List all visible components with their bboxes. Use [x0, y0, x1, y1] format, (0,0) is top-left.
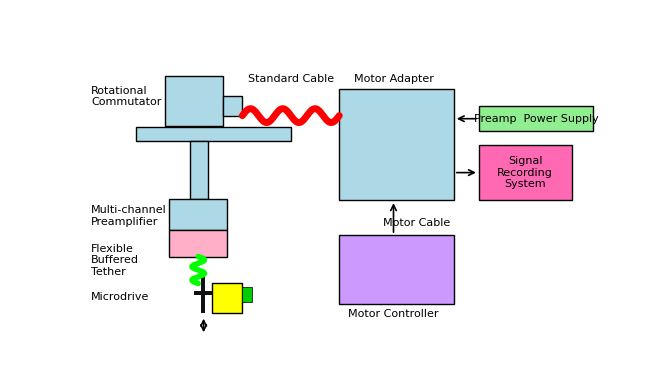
FancyBboxPatch shape — [212, 283, 242, 313]
Text: Multi-channel
Preamplifier: Multi-channel Preamplifier — [92, 205, 167, 227]
Text: Microdrive: Microdrive — [92, 291, 150, 301]
FancyBboxPatch shape — [190, 141, 208, 199]
FancyBboxPatch shape — [339, 89, 454, 200]
Text: Preamp  Power Supply: Preamp Power Supply — [474, 114, 599, 124]
Text: Rotational
Commutator: Rotational Commutator — [92, 86, 162, 107]
Text: Motor Cable: Motor Cable — [383, 218, 450, 229]
FancyBboxPatch shape — [136, 127, 291, 141]
FancyBboxPatch shape — [223, 96, 242, 116]
FancyBboxPatch shape — [169, 230, 227, 257]
FancyBboxPatch shape — [479, 145, 572, 200]
FancyBboxPatch shape — [242, 286, 253, 302]
FancyBboxPatch shape — [339, 235, 454, 304]
FancyBboxPatch shape — [169, 199, 227, 230]
FancyBboxPatch shape — [194, 291, 212, 295]
FancyBboxPatch shape — [479, 107, 593, 131]
Text: Motor Controller: Motor Controller — [348, 309, 439, 319]
FancyBboxPatch shape — [201, 269, 205, 313]
FancyBboxPatch shape — [165, 76, 223, 125]
Text: Motor Adapter: Motor Adapter — [353, 74, 434, 84]
Text: Signal
Recording
System: Signal Recording System — [497, 156, 553, 189]
Text: Standard Cable: Standard Cable — [248, 74, 334, 84]
Text: Flexible
Buffered
Tether: Flexible Buffered Tether — [92, 244, 139, 277]
